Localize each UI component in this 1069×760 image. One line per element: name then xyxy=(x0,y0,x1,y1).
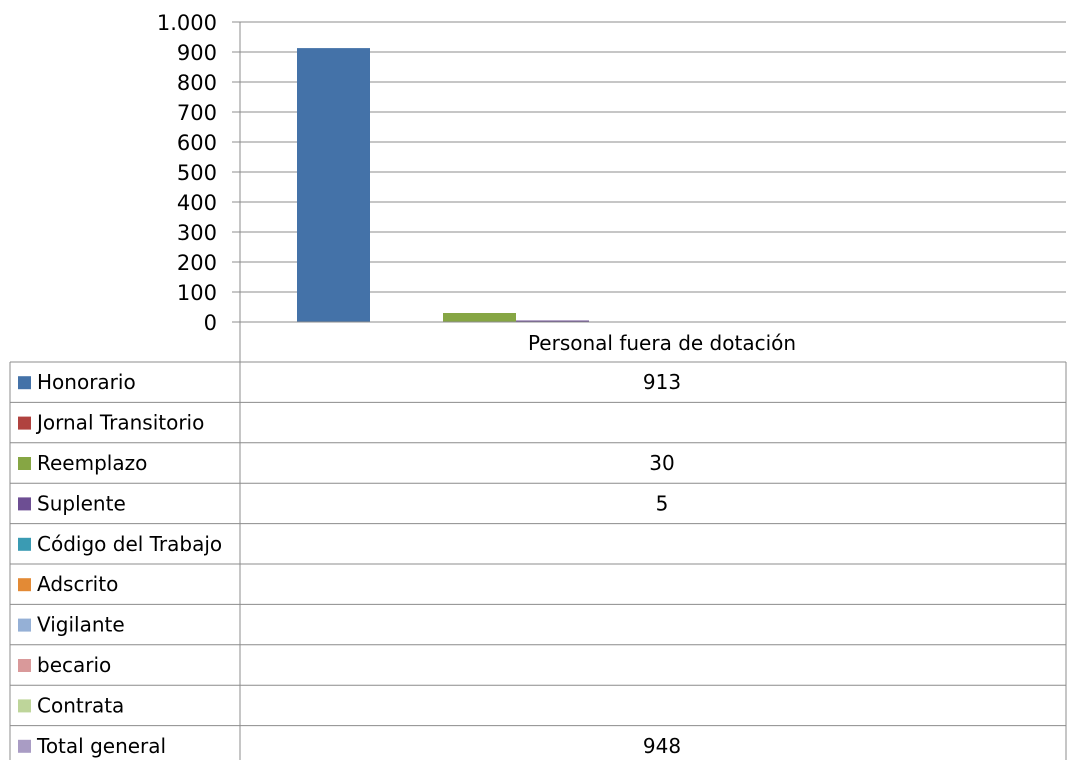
legend-key xyxy=(18,699,31,713)
legend-label: becario xyxy=(37,653,111,677)
legend-key xyxy=(18,578,31,592)
y-tick-label: 500 xyxy=(177,161,217,185)
y-tick-label: 700 xyxy=(177,101,217,125)
table-row: Adscrito xyxy=(10,563,1066,596)
data-label: 913 xyxy=(643,370,681,394)
legend-label: Vigilante xyxy=(37,613,125,637)
y-tick-label: 300 xyxy=(177,221,217,245)
y-tick-label: 100 xyxy=(177,281,217,305)
table-row: Total general 948 xyxy=(10,725,1066,758)
axes xyxy=(232,22,1066,362)
y-tick-label: 800 xyxy=(177,71,217,95)
table-row: Código del Trabajo xyxy=(10,523,1066,556)
y-tick-labels: 0 100 200 300 400 500 600 700 800 900 1.000 xyxy=(157,11,217,335)
legend-key xyxy=(18,537,31,551)
table-row: Contrata xyxy=(10,684,1066,717)
table-row: Honorario 913 xyxy=(18,370,681,394)
table-row: Reemplazo 30 xyxy=(10,442,1066,475)
y-tick-label: 600 xyxy=(177,131,217,155)
y-tick-label: 900 xyxy=(177,41,217,65)
y-tick-label: 400 xyxy=(177,191,217,215)
legend-label: Jornal Transitorio xyxy=(35,411,204,435)
legend-label: Código del Trabajo xyxy=(37,532,222,556)
legend-label: Honorario xyxy=(37,370,136,394)
legend-label: Suplente xyxy=(37,491,126,515)
x-category-label: Personal fuera de dotación xyxy=(528,331,796,355)
table-row: Suplente 5 xyxy=(10,482,1066,515)
table-row: becario xyxy=(10,644,1066,677)
bars xyxy=(297,48,589,322)
bar-honorario xyxy=(297,48,370,322)
legend-label: Contrata xyxy=(37,693,124,717)
legend-label: Adscrito xyxy=(37,572,118,596)
legend-key xyxy=(18,739,31,753)
data-label: 5 xyxy=(656,491,669,515)
bar-suplente xyxy=(516,320,589,322)
legend-key xyxy=(18,497,31,511)
legend-label: Total general xyxy=(36,734,166,758)
y-tick-label: 0 xyxy=(204,311,217,335)
data-table: Honorario 913 Jornal Transitorio Reemplazo 3… xyxy=(9,361,1067,760)
legend-key xyxy=(18,416,31,430)
y-tick-label: 200 xyxy=(177,251,217,275)
table-row: Vigilante xyxy=(10,603,1066,637)
gridlines xyxy=(232,21,1066,293)
y-tick-label: 1.000 xyxy=(157,11,217,35)
legend-key xyxy=(18,618,31,632)
legend-key xyxy=(18,659,31,672)
legend-key xyxy=(18,457,31,470)
data-label: 948 xyxy=(643,734,681,758)
legend-key xyxy=(18,376,31,390)
data-label: 30 xyxy=(649,451,674,475)
bar-reemplazo xyxy=(443,313,516,322)
legend-label: Reemplazo xyxy=(37,451,147,475)
table-row: Jornal Transitorio xyxy=(10,401,1066,435)
